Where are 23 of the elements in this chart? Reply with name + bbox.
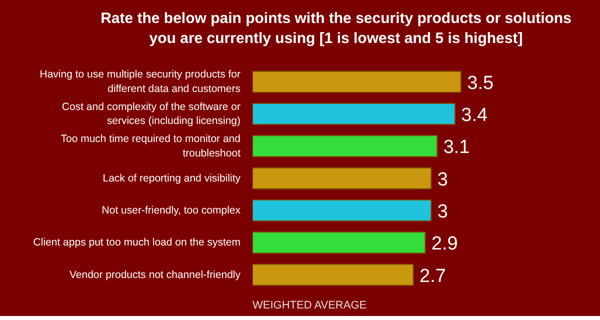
y-tick-label: Having to use multiple security products for different data and customers — [40, 68, 242, 95]
data-label: 3.5 — [467, 72, 494, 94]
y-tick-label: Not user-friendly, too complex — [102, 204, 242, 216]
data-label: 3.4 — [461, 104, 488, 126]
y-tick-label: Lack of reporting and visibility — [102, 172, 242, 184]
bar — [252, 232, 426, 254]
x-axis-title: WEIGHTED AVERAGE — [252, 300, 367, 312]
bar — [252, 167, 432, 190]
bar — [252, 135, 438, 158]
bar — [252, 70, 462, 93]
chart-title: Rate the below pain points with the security products or solutions you are currently using [1 is lowest and 5 is highest] — [100, 9, 572, 49]
data-label: 3.1 — [443, 137, 470, 158]
bar — [252, 103, 456, 125]
y-tick-label: Vendor products not channel-friendly — [69, 268, 242, 281]
y-tick-label: Too much time required to monitor and troubleshoot — [60, 132, 241, 160]
y-tick-label: Client apps put too much load on the system — [33, 236, 241, 249]
data-label: 3 — [437, 169, 448, 190]
y-tick-label: Cost and complexity of the software or services (including licensing) — [62, 100, 242, 128]
bar — [252, 200, 432, 222]
data-label: 2.7 — [420, 266, 446, 287]
data-label: 3 — [437, 201, 448, 222]
bar — [252, 264, 414, 286]
data-label: 2.9 — [431, 234, 458, 255]
